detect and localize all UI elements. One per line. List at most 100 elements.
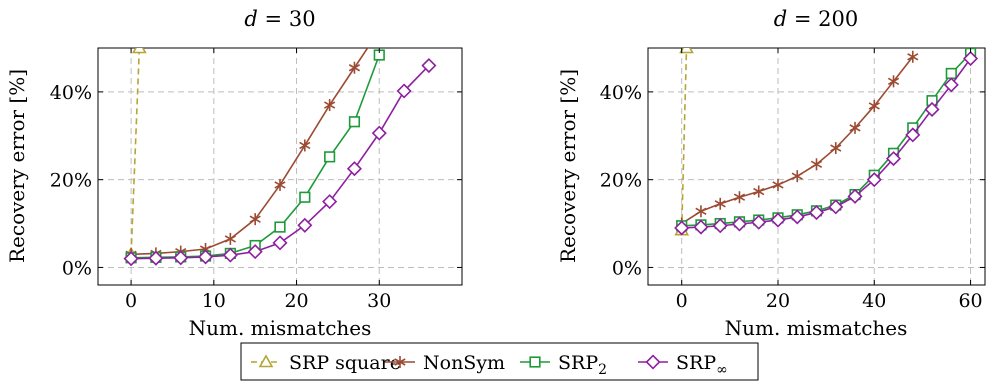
point-srp2 [945, 67, 957, 80]
legend-label-base: SRP [676, 352, 716, 374]
y-tick-label: 0% [62, 257, 92, 279]
point-nonsym [224, 232, 236, 245]
series-line-srp2 [681, 52, 972, 227]
x-axis-label: Num. mismatches [725, 316, 908, 340]
point-srpinf [371, 125, 387, 141]
y-tick-label: 20% [50, 170, 92, 192]
y-axis-label: Recovery error [%] [556, 69, 580, 263]
point-nonsym [274, 178, 286, 191]
y-tick-label: 0% [612, 257, 642, 279]
point-nonsym [810, 158, 823, 171]
point-srpinf [905, 127, 921, 143]
legend-entry-srp2: SRP2 [520, 352, 607, 378]
title-variable: d [774, 7, 787, 31]
point-srpinf [123, 251, 139, 267]
x-tick-label: 0 [125, 290, 137, 312]
point-srpinf [247, 244, 263, 260]
point-nonsym [733, 191, 746, 204]
title-equals: = [258, 7, 289, 31]
legend-label-base: SRP square [289, 352, 401, 374]
point-srp2 [274, 221, 286, 233]
data-layer [123, 48, 437, 267]
series-line-srp-square [130, 48, 141, 255]
legend: SRP square NonSym SRP2 SRP∞ [240, 342, 759, 381]
legend-entry-nonsym: NonSym [385, 352, 505, 374]
point-nonsym [695, 205, 707, 218]
y-tick-label: 40% [50, 82, 92, 104]
legend-label: SRP∞ [676, 352, 728, 378]
point-srp2 [299, 191, 311, 203]
point-nonsym [299, 139, 311, 152]
legend-entries: SRP square NonSym SRP2 SRP∞ [251, 352, 728, 378]
data-layer [674, 48, 979, 236]
x-tick-label: 40 [862, 290, 886, 312]
point-srpinf [866, 172, 882, 188]
legend-marker [394, 356, 406, 368]
point-srpinf [963, 51, 979, 67]
y-tick-label: 20% [600, 170, 642, 192]
title-value: 30 [289, 7, 316, 31]
legend-label-base: SRP [558, 352, 598, 374]
point-srpinf [943, 77, 959, 93]
point-srpinf [847, 188, 863, 204]
x-tick-label: 20 [766, 290, 790, 312]
point-nonsym [830, 142, 842, 155]
point-nonsym [907, 50, 919, 63]
point-srpinf [421, 58, 437, 74]
point-srpinf [693, 219, 709, 235]
point-nonsym [249, 213, 261, 226]
chart-title: d = 30 [244, 7, 315, 31]
point-nonsym [772, 178, 784, 191]
x-tick-label: 0 [676, 290, 688, 312]
x-tick-label: 10 [202, 290, 226, 312]
series-line-nonsym [681, 56, 914, 225]
point-srpinf [828, 199, 844, 215]
point-nonsym [887, 75, 900, 88]
legend-box [240, 342, 759, 381]
point-nonsym [791, 170, 803, 183]
legend-label-subscript: 2 [598, 362, 607, 378]
plot-frame [647, 47, 986, 286]
point-srpinf [272, 235, 288, 251]
chart-right: 0 20 40 600%20%40% d = 200 Num. mismatches … [556, 7, 986, 340]
grid [648, 48, 985, 285]
point-nonsym [753, 185, 765, 198]
chart-left: 0 10 20 30 0% 20% 40% d = 30 Num. mismatches R… [5, 7, 463, 340]
point-srpinf [222, 247, 238, 263]
legend-entry-srpinf: SRP∞ [638, 352, 728, 378]
x-tick-label: 60 [958, 290, 982, 312]
series-line-srpinf [681, 58, 972, 229]
title-equals: = [787, 7, 818, 31]
point-nonsym [348, 61, 361, 74]
point-srpinf [712, 218, 728, 234]
chart-title: d = 200 [774, 7, 859, 31]
legend-marker [529, 356, 541, 368]
point-srp-square [679, 48, 694, 54]
point-srp2 [348, 116, 361, 128]
point-srp2 [324, 151, 336, 163]
point-srpinf [885, 151, 902, 167]
legend-label: NonSym [423, 352, 505, 374]
point-nonsym [324, 99, 336, 112]
point-srpinf [808, 205, 825, 221]
point-nonsym [868, 99, 880, 112]
y-axis-label: Recovery error [%] [5, 69, 29, 263]
legend-label: SRP2 [558, 352, 607, 378]
point-srpinf [751, 214, 767, 230]
point-srpinf [731, 216, 748, 232]
point-srpinf [173, 250, 189, 266]
point-nonsym [849, 121, 861, 134]
point-srpinf [148, 250, 164, 266]
legend-entry-srp-square: SRP square [251, 352, 401, 374]
x-tick-label: 30 [367, 290, 391, 312]
point-srp-square [131, 48, 147, 54]
plot-frame [97, 47, 463, 286]
legend-label-base: NonSym [423, 352, 505, 374]
point-srpinf [396, 83, 412, 99]
point-srpinf [346, 161, 362, 177]
x-axis-label: Num. mismatches [189, 316, 372, 340]
series-line-srp-square [680, 48, 688, 231]
point-srpinf [789, 209, 805, 225]
ticks: 0 20 40 60 0% 20% 40% [600, 48, 985, 312]
